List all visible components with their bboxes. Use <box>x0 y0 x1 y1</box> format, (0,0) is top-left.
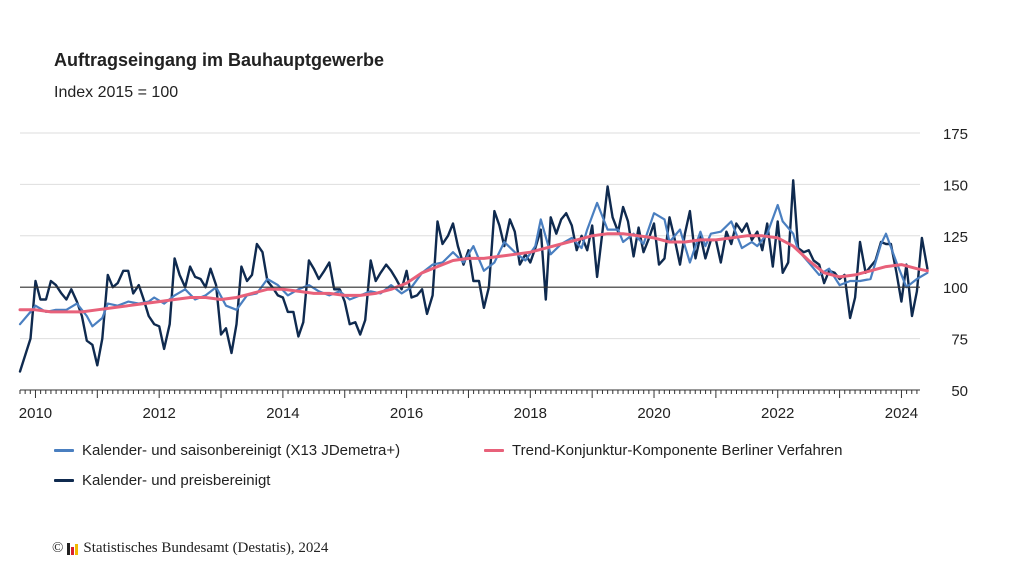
y-tick-label-125: 125 <box>943 229 968 246</box>
y-tick-label-175: 175 <box>943 126 968 143</box>
y-tick-label-50: 50 <box>951 383 968 400</box>
y-tick-label-100: 100 <box>943 280 968 297</box>
source-note: © Statistisches Bundesamt (Destatis), 20… <box>52 540 328 557</box>
copyright-symbol: © <box>52 540 64 556</box>
source-text: Statistisches Bundesamt (Destatis), 2024 <box>83 540 329 556</box>
grid-lines <box>20 132 920 340</box>
legend-label-trend: Trend-Konjunktur-Komponente Berliner Ver… <box>512 442 843 459</box>
series-line-preisbereinigt <box>18 179 929 373</box>
destatis-logo-icon <box>67 542 79 555</box>
legend-item-preisbereinigt: Kalender- und preisbereinigt <box>54 472 270 489</box>
y-axis: 50 75 100 125 150 175 <box>943 126 968 400</box>
x-tick-label-2014: 2014 <box>266 405 299 422</box>
y-tick-label-150: 150 <box>943 177 968 194</box>
x-tick-label-2016: 2016 <box>390 405 423 422</box>
series-line-trend <box>18 232 929 314</box>
y-tick-label-75: 75 <box>951 332 968 349</box>
x-tick-label-2020: 2020 <box>637 405 670 422</box>
legend-swatch-preisbereinigt <box>54 479 74 482</box>
x-tick-label-2012: 2012 <box>142 405 175 422</box>
legend-label-preisbereinigt: Kalender- und preisbereinigt <box>82 472 271 489</box>
legend-item-trend: Trend-Konjunktur-Komponente Berliner Ver… <box>484 442 842 459</box>
chart-title: Auftragseingang im Bauhauptgewerbe <box>54 50 385 70</box>
chart-subtitle: Index 2015 = 100 <box>54 84 179 101</box>
x-tick-label-2024: 2024 <box>885 405 918 422</box>
series-layer <box>18 179 929 373</box>
legend-swatch-trend <box>484 449 504 452</box>
x-tick-label-2010: 2010 <box>19 405 52 422</box>
legend-label-saisonbereinigt: Kalender- und saisonbereinigt (X13 JDeme… <box>82 442 401 459</box>
x-tick-label-2018: 2018 <box>514 405 547 422</box>
x-axis: 2010 2012 2014 2016 2018 2020 2022 2024 <box>19 389 920 422</box>
legend-swatch-saisonbereinigt <box>54 449 74 452</box>
x-tick-label-2022: 2022 <box>761 405 794 422</box>
legend-item-saisonbereinigt: Kalender- und saisonbereinigt (X13 JDeme… <box>54 442 400 459</box>
